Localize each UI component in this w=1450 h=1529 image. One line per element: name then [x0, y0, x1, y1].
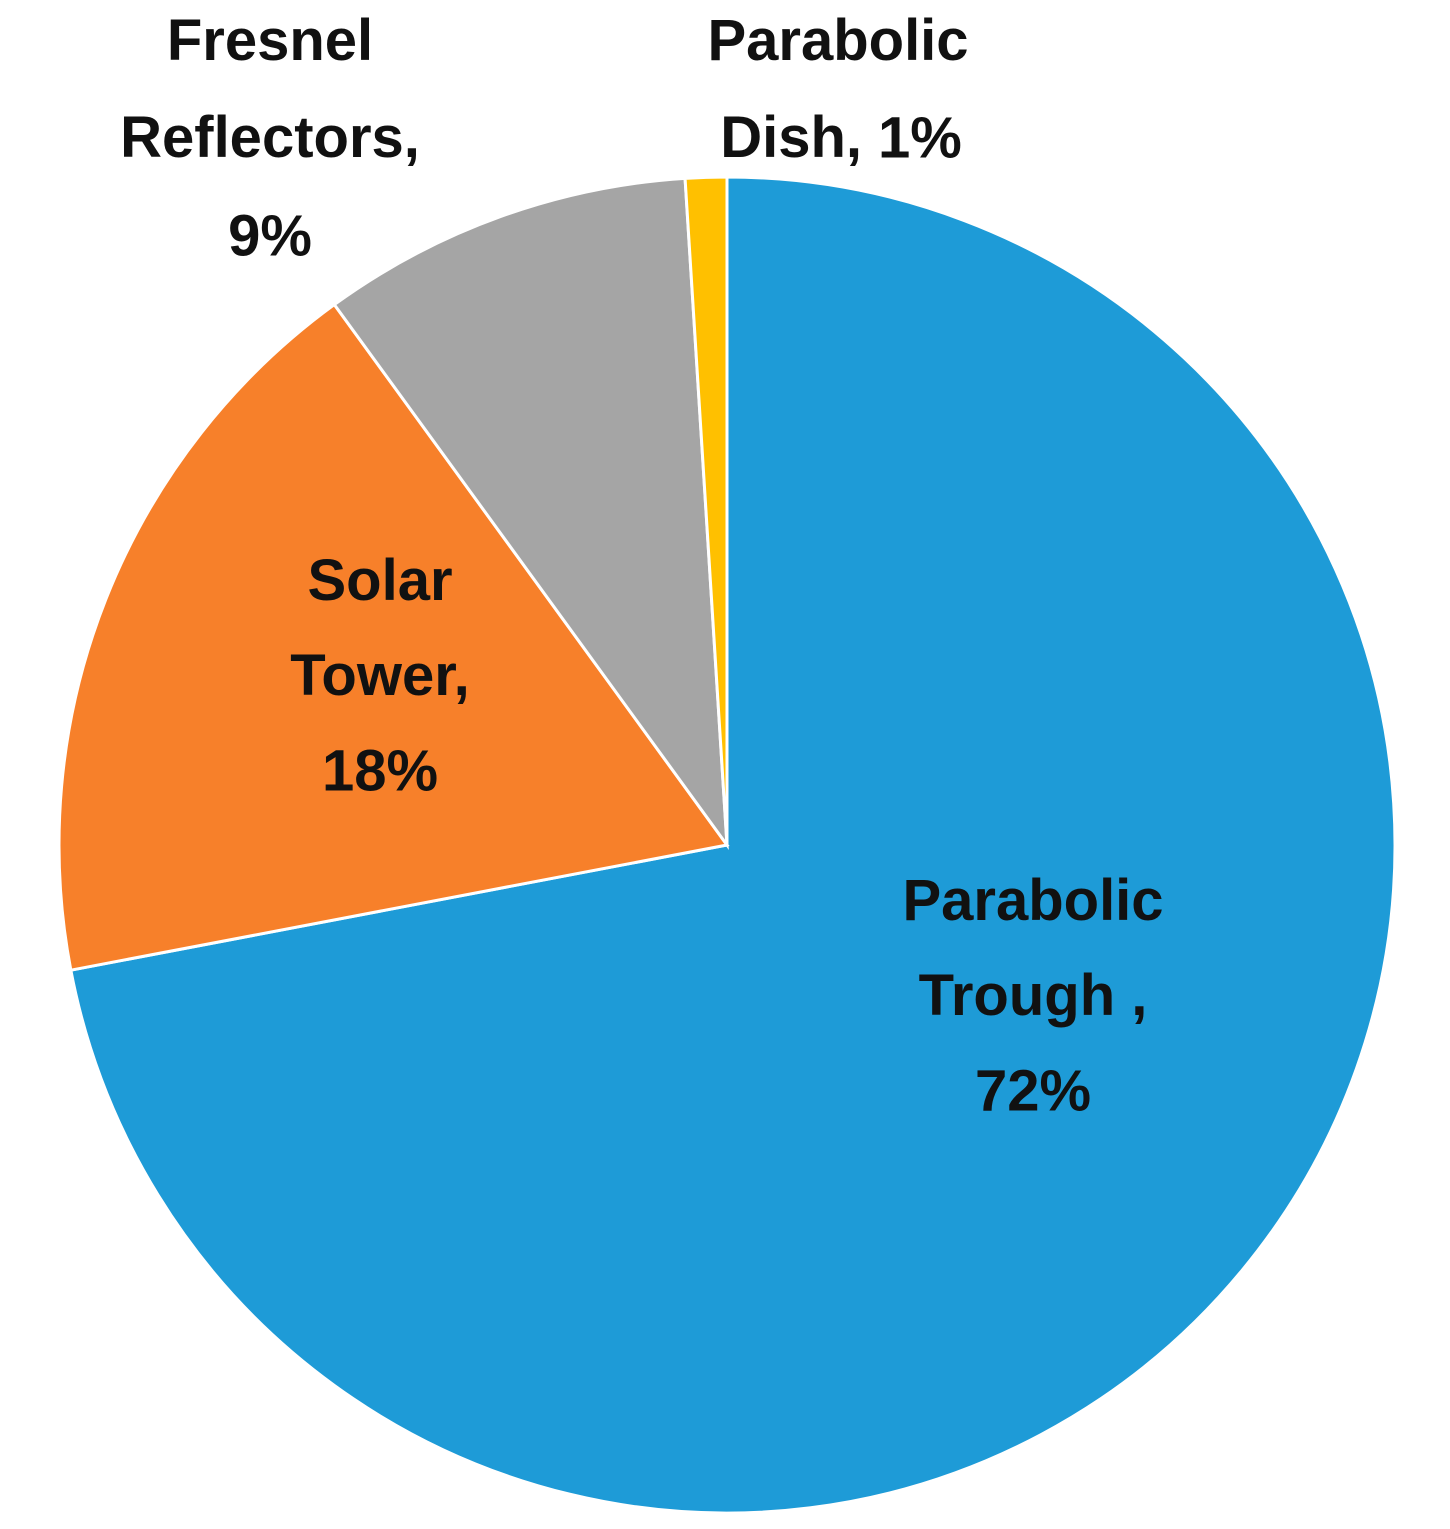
pie-slice [332, 176, 729, 851]
label-line: Reflectors, [120, 105, 420, 170]
slice-label: Fresnel Reflectors, [120, 8, 420, 170]
label-line: Tower, [290, 643, 469, 708]
pie-slice [69, 175, 1397, 1515]
value-label: 9% [228, 203, 312, 268]
pie-slice [683, 175, 729, 846]
pie-slice [57, 302, 730, 972]
label-line: Trough , [919, 963, 1148, 1028]
value-label: 1% [878, 105, 962, 170]
slice-label: Solar Tower, [290, 548, 469, 708]
label-line: Fresnel [167, 8, 373, 73]
label-line: Parabolic [707, 8, 968, 73]
label-line: Solar [307, 548, 452, 613]
label-line: Dish, [720, 105, 862, 170]
value-label: 18% [322, 738, 438, 803]
slice-label: Parabolic Dish, [707, 8, 968, 170]
value-label: 72% [975, 1058, 1091, 1123]
slice-label: Parabolic Trough , [902, 868, 1163, 1028]
label-line: Parabolic [902, 868, 1163, 933]
